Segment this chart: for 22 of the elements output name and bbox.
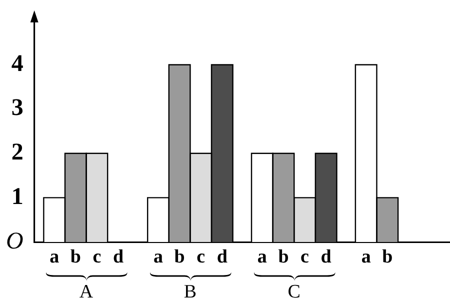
- text: a: [257, 246, 267, 268]
- series-label: c: [92, 246, 102, 268]
- y-tick-label: 1: [11, 184, 24, 210]
- text: d: [320, 246, 332, 268]
- text: a: [361, 246, 371, 268]
- x-tick-label: C: [288, 281, 300, 300]
- text: c: [300, 246, 309, 268]
- series-label: a: [50, 246, 60, 268]
- y-tick-label: O: [6, 228, 24, 254]
- y-tick-label: 4: [11, 50, 24, 77]
- y-tick-label: 3: [11, 95, 24, 122]
- x-tick-label: B: [184, 281, 197, 300]
- text: b: [382, 246, 393, 268]
- text: b: [174, 246, 185, 268]
- series-label: b: [70, 246, 81, 268]
- text: d: [112, 246, 124, 268]
- y-tick-label: 2: [11, 140, 24, 166]
- text: c: [196, 246, 206, 268]
- series-label: d: [216, 246, 228, 268]
- text: b: [278, 246, 289, 268]
- x-tick-label: A: [79, 281, 94, 300]
- text: a: [154, 246, 164, 268]
